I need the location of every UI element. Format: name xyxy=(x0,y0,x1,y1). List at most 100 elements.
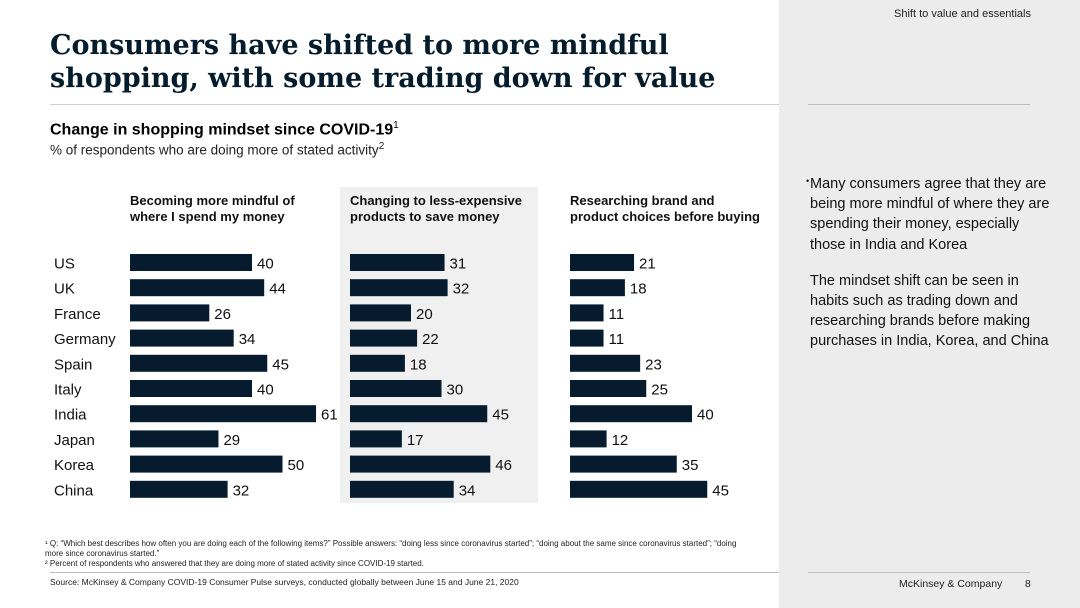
bar-series-3-spain xyxy=(570,354,641,372)
sidebar-panel xyxy=(779,0,1080,608)
series-2-title-line-1: Changing to less-expensive xyxy=(350,193,522,208)
value-label-series-3-spain: 23 xyxy=(645,356,662,373)
series-1-title-line-2: where I spend my money xyxy=(129,209,285,224)
bar-series-1-italy xyxy=(130,380,252,397)
note-2: The mindset shift can be seen in habits … xyxy=(810,271,1050,352)
value-label-series-2-uk: 32 xyxy=(453,281,470,298)
series-2-title-line-2: products to save money xyxy=(350,209,500,224)
series-1-title-line-1: Becoming more mindful of xyxy=(130,193,295,208)
value-label-series-3-japan: 12 xyxy=(612,432,629,449)
footer-divider-side xyxy=(808,572,1030,573)
sidebar-divider xyxy=(808,104,1030,105)
note-1-bullet: • xyxy=(806,176,810,186)
value-label-series-2-italy: 30 xyxy=(447,382,464,399)
value-label-series-3-france: 11 xyxy=(609,306,625,323)
value-label-series-1-france: 26 xyxy=(214,306,231,323)
value-label-series-2-japan: 17 xyxy=(407,432,424,449)
series-3-title-line-1: Researching brand and xyxy=(570,193,715,208)
footer-divider xyxy=(50,572,779,573)
source-note: Source: McKinsey & Company COVID-19 Cons… xyxy=(50,577,519,587)
value-label-series-3-china: 45 xyxy=(712,482,729,499)
value-label-series-1-italy: 40 xyxy=(257,382,274,399)
bar-series-2-india xyxy=(350,405,488,423)
value-label-series-2-germany: 22 xyxy=(422,331,439,348)
value-label-series-2-france: 20 xyxy=(416,306,433,323)
value-label-series-1-india: 61 xyxy=(321,407,338,424)
category-label-italy: Italy xyxy=(54,382,82,399)
chart-subtitle-sup: 1 xyxy=(393,120,399,131)
section-label: Shift to value and essentials xyxy=(894,8,1031,20)
chart-unit: % of respondents who are doing more of s… xyxy=(50,141,384,158)
category-label-france: France xyxy=(54,306,101,323)
value-label-series-3-germany: 11 xyxy=(609,331,625,348)
value-label-series-1-japan: 29 xyxy=(223,432,240,449)
bar-series-2-uk xyxy=(350,279,448,297)
bar-series-2-spain xyxy=(350,354,405,372)
bar-series-1-india xyxy=(130,405,317,423)
value-label-series-2-china: 34 xyxy=(459,482,476,499)
title-divider xyxy=(50,104,779,105)
bar-series-3-uk xyxy=(570,279,625,297)
bar-series-2-us xyxy=(350,254,445,271)
footnote-1: ¹ Q: “Which best describes how often you… xyxy=(45,539,737,559)
value-label-series-3-uk: 18 xyxy=(630,281,647,298)
page-title: Consumers have shifted to more mindful s… xyxy=(50,29,750,95)
chart-unit-text: % of respondents who are doing more of s… xyxy=(50,142,379,158)
page-number: 8 xyxy=(1025,578,1031,590)
bar-series-2-japan xyxy=(350,430,402,448)
bar-series-2-italy xyxy=(350,380,442,397)
value-label-series-1-us: 40 xyxy=(257,256,274,273)
brand-name: McKinsey & Company xyxy=(899,578,1003,590)
category-label-us: US xyxy=(54,256,75,273)
bar-series-2-korea xyxy=(350,455,491,473)
category-label-spain: Spain xyxy=(54,356,92,373)
footnotes: ¹ Q: “Which best describes how often you… xyxy=(45,539,745,570)
bar-series-3-japan xyxy=(570,430,607,448)
value-label-series-1-uk: 44 xyxy=(269,281,286,298)
series-3-title-line-2: product choices before buying xyxy=(570,209,760,224)
value-label-series-2-us: 31 xyxy=(450,256,467,273)
bar-series-1-japan xyxy=(130,430,219,448)
bar-series-3-korea xyxy=(570,455,677,473)
bar-series-2-germany xyxy=(350,329,418,347)
value-label-series-1-korea: 50 xyxy=(288,457,305,474)
note-1-text: Many consumers agree that they are being… xyxy=(810,176,1050,253)
bar-series-3-china xyxy=(570,480,708,498)
chart-subtitle-text: Change in shopping mindset since COVID-1… xyxy=(50,121,394,139)
value-label-series-1-germany: 34 xyxy=(239,331,256,348)
value-label-series-2-korea: 46 xyxy=(495,457,512,474)
chart-unit-sup: 2 xyxy=(378,141,385,152)
bar-series-1-uk xyxy=(130,279,265,297)
bar-series-3-italy xyxy=(570,380,647,397)
category-label-india: India xyxy=(54,407,87,424)
note-1: • Many consumers agree that they are bein… xyxy=(806,174,1050,255)
bar-series-3-germany xyxy=(570,329,604,347)
bar-series-1-korea xyxy=(130,455,283,473)
note-2-text: The mindset shift can be seen in habits … xyxy=(810,272,1049,350)
bar-series-2-france xyxy=(350,304,411,322)
chart-subtitle: Change in shopping mindset since COVID-1… xyxy=(50,120,399,139)
value-label-series-3-us: 21 xyxy=(639,256,656,273)
value-label-series-1-china: 32 xyxy=(233,482,250,499)
category-label-japan: Japan xyxy=(54,432,95,449)
bar-series-1-china xyxy=(130,480,228,498)
bar-series-2-china xyxy=(350,480,454,498)
category-label-korea: Korea xyxy=(54,457,95,474)
bar-chart: US UK France Germany Spain Italy India Japan Kor… xyxy=(54,193,760,499)
title-line-1: Consumers have shifted to more mindful xyxy=(50,30,669,61)
value-label-series-3-italy: 25 xyxy=(651,382,668,399)
bar-series-3-india xyxy=(570,405,692,423)
title-line-2: shopping, with some trading down for val… xyxy=(50,63,716,94)
bar-series-1-spain xyxy=(130,354,268,372)
category-label-uk: UK xyxy=(54,281,75,298)
bar-series-1-germany xyxy=(130,329,234,347)
footnote-2: ² Percent of respondents who answered th… xyxy=(45,559,424,569)
value-label-series-1-spain: 45 xyxy=(272,356,289,373)
bar-series-3-us xyxy=(570,254,635,271)
category-label-germany: Germany xyxy=(54,331,116,348)
bar-series-1-france xyxy=(130,304,210,322)
bar-series-3-france xyxy=(570,304,604,322)
value-label-series-2-spain: 18 xyxy=(410,356,427,373)
notes-panel: • Many consumers agree that they are bein… xyxy=(806,174,1050,368)
bar-series-1-us xyxy=(130,254,252,271)
